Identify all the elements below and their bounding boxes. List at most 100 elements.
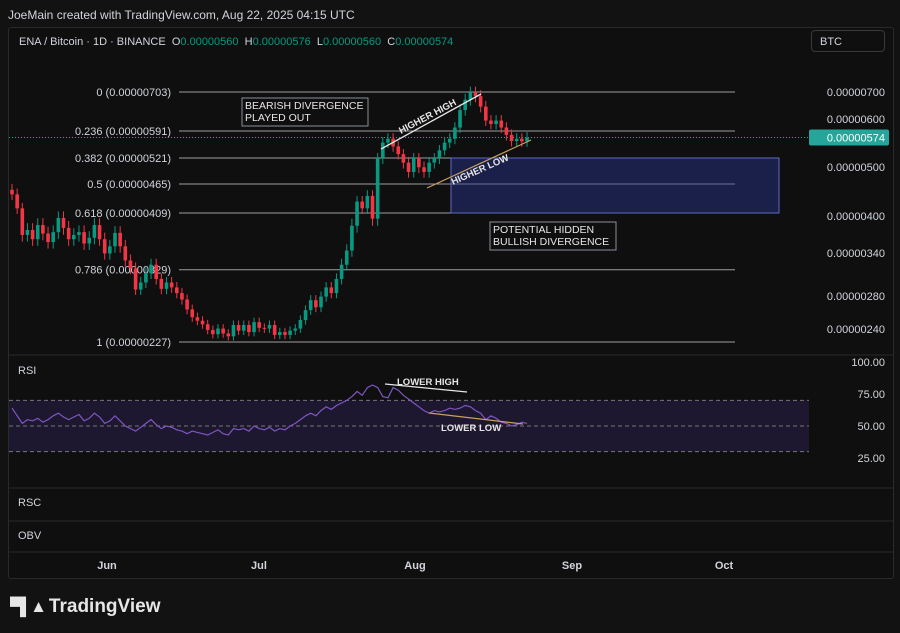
lower-low-trendline xyxy=(428,412,524,425)
candle-body xyxy=(262,327,267,329)
symbol-title: ENA / Bitcoin · 1D · BINANCE xyxy=(19,36,166,48)
candle-body xyxy=(468,92,473,100)
candle-body xyxy=(422,167,426,172)
last-price-value: 0.00000574 xyxy=(827,133,885,145)
candle-body xyxy=(72,234,76,240)
chart-credit: JoeMain created with TradingView.com, Au… xyxy=(8,8,355,22)
low-value: 0.00000560 xyxy=(322,36,382,48)
fib-label: 1 (0.00000227) xyxy=(96,337,171,349)
candle-body xyxy=(514,138,519,142)
candle-body xyxy=(20,208,25,235)
candle-body xyxy=(319,296,323,308)
fib-label: 0.236 (0.00000591) xyxy=(75,126,171,138)
candlestick-series xyxy=(10,86,529,341)
candle-body xyxy=(51,232,55,243)
candle-body xyxy=(303,310,308,321)
candle-body xyxy=(15,194,19,209)
candle-body xyxy=(360,201,364,209)
lower-panes: RSC OBV xyxy=(9,487,893,553)
candle-body xyxy=(221,328,225,334)
candle-body xyxy=(180,293,184,300)
tradingview-logo-icon: ▀▌▲ xyxy=(10,597,47,616)
currency-button[interactable]: BTC xyxy=(811,30,885,52)
lower-high-label: LOWER HIGH xyxy=(397,377,459,388)
candle-body xyxy=(56,217,61,233)
candle-body xyxy=(190,309,195,318)
rsc-title: RSC xyxy=(18,497,41,509)
candle-body xyxy=(144,273,148,283)
candle-body xyxy=(375,158,380,219)
candle-body xyxy=(478,96,483,107)
candle-body xyxy=(216,328,220,335)
candle-body xyxy=(350,225,354,251)
chart-panel[interactable]: ENA / Bitcoin · 1D · BINANCE O0.00000560… xyxy=(8,27,894,579)
candle-body xyxy=(169,282,174,288)
candle-body xyxy=(293,328,298,331)
candle-body xyxy=(211,329,215,335)
candle-body xyxy=(41,225,45,234)
candle-body xyxy=(77,232,81,235)
candle-body xyxy=(226,333,231,337)
candle-body xyxy=(504,127,509,135)
price-axis[interactable]: 0.00000700 0.00000600 0.00000500 0.00000400… xyxy=(809,87,889,336)
candle-body xyxy=(10,189,14,195)
candle-body xyxy=(334,278,339,294)
candle-body xyxy=(401,154,406,163)
candle-body xyxy=(473,92,478,97)
candle-body xyxy=(525,137,529,142)
rsi-title: RSI xyxy=(18,365,36,377)
rsi-tick: 75.00 xyxy=(857,389,885,401)
candle-body xyxy=(35,225,40,240)
open-value: 0.00000560 xyxy=(180,36,239,48)
candle-body xyxy=(283,332,287,335)
candle-body xyxy=(339,264,344,279)
candle-body xyxy=(494,120,498,125)
candle-body xyxy=(329,287,334,294)
time-tick: Aug xyxy=(404,560,425,572)
candle-body xyxy=(138,282,143,290)
candle-body xyxy=(489,120,493,125)
fib-label: 0.382 (0.00000521) xyxy=(75,153,171,165)
candle-body xyxy=(432,158,437,163)
rsi-tick: 50.00 xyxy=(857,421,885,433)
low-label: L xyxy=(316,36,323,48)
candle-body xyxy=(411,158,416,172)
chart-canvas: 0 (0.00000703) 0.236 (0.00000591) 0.382 (0… xyxy=(9,86,893,572)
price-tick: 0.00000240 xyxy=(827,324,885,336)
candle-body xyxy=(195,317,200,321)
candle-body xyxy=(257,322,261,328)
candle-body xyxy=(453,127,457,139)
candle-body xyxy=(25,230,30,235)
close-label: C xyxy=(387,36,396,48)
fib-label: 0.5 (0.00000465) xyxy=(87,179,171,191)
candle-body xyxy=(314,300,318,308)
candle-body xyxy=(365,195,370,209)
candle-body xyxy=(200,320,205,325)
potential-hidden-bullish-note-text: POTENTIAL HIDDEN xyxy=(493,224,594,236)
candle-body xyxy=(133,268,138,290)
high-label: H xyxy=(244,36,253,48)
fib-retracement: 0 (0.00000703) 0.236 (0.00000591) 0.382 (0… xyxy=(9,87,809,349)
candle-body xyxy=(92,225,97,238)
candle-body xyxy=(82,232,86,244)
candle-body xyxy=(87,237,92,244)
higher-high-trendline xyxy=(380,93,482,150)
candle-body xyxy=(509,134,514,142)
candle-body xyxy=(118,232,122,247)
potential-hidden-bullish-note-text: BULLISH DIVERGENCE xyxy=(493,236,609,248)
candle-body xyxy=(231,324,236,337)
time-tick: Sep xyxy=(562,560,582,572)
time-axis[interactable]: Jun Jul Aug Sep Oct xyxy=(97,560,733,572)
lower-high-trendline xyxy=(384,383,468,393)
price-tick: 0.00000700 xyxy=(827,87,885,99)
price-tick: 0.00000400 xyxy=(827,211,885,223)
candle-body xyxy=(406,162,411,172)
candle-body xyxy=(175,287,179,294)
candle-body xyxy=(154,264,158,279)
price-tick: 0.00000340 xyxy=(827,248,885,260)
fib-label: 0.618 (0.00000409) xyxy=(75,208,171,220)
bearish-divergence-note-text: BEARISH DIVERGENCE xyxy=(245,100,363,112)
candle-body xyxy=(278,332,282,335)
candle-body xyxy=(66,227,71,240)
obv-title: OBV xyxy=(18,530,42,542)
